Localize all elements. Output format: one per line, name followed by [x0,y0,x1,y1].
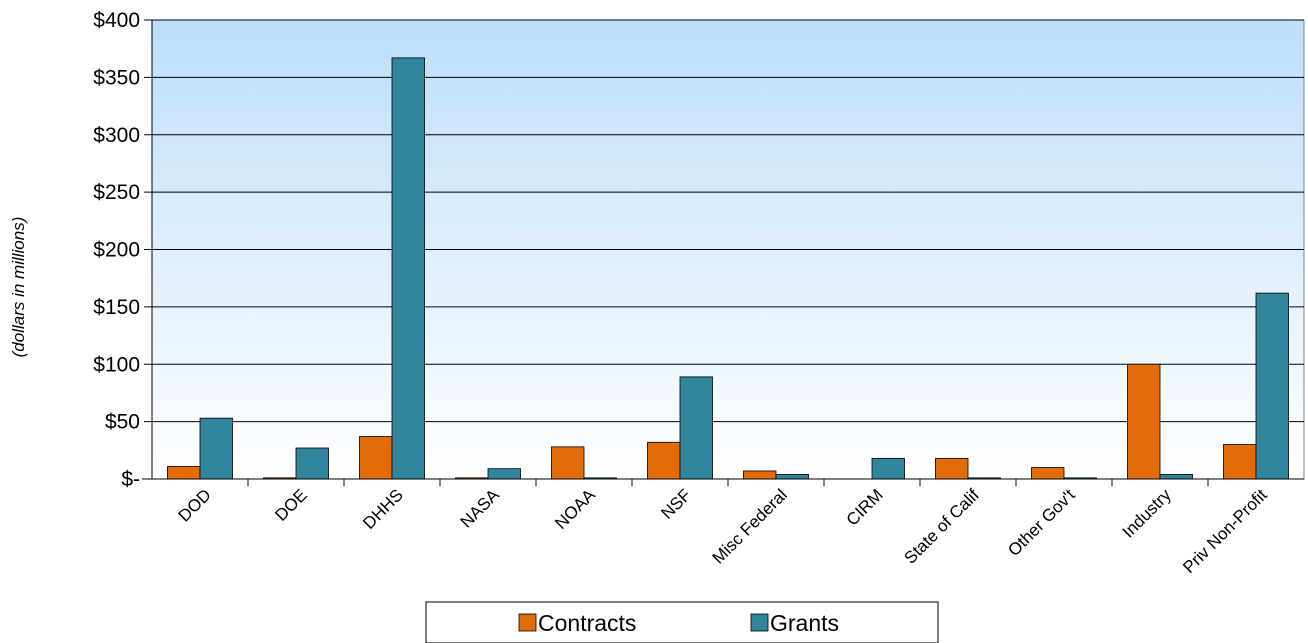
x-tick-label: CIRM [843,485,887,529]
y-tick-label: $200 [93,239,140,262]
bar-grants-dhhs [391,57,425,480]
bar-grants-industry [1159,474,1193,480]
bar-contracts-industry [1127,363,1161,480]
bar-contracts-priv-non-profit [1223,444,1257,480]
bars [167,57,1289,480]
x-tick-label: NOAA [551,485,599,533]
legend-label-grants: Grants [770,610,839,636]
x-tick-label: DOD [175,485,215,525]
bar-grants-nsf [679,376,713,480]
bar-grants-cirm [871,457,905,480]
x-tick-label: Priv Non-Profit [1179,485,1271,577]
bar-grants-dod [199,417,233,480]
y-tick-label: $400 [93,9,140,32]
legend-swatch-contracts [518,613,537,632]
x-tick-label: State of Calif [901,485,983,567]
x-axis-labels: DOD DOE DHHS NASA NOAA NSF Misc Federal CIRM Sta… [175,479,1271,577]
y-tick-label: $350 [93,66,140,89]
y-tick-label: $100 [93,353,140,376]
gridlines [152,19,1304,423]
legend-box [425,601,939,643]
x-tick-label: Industry [1119,485,1176,542]
bar-grants-misc-federal [775,474,809,480]
bar-contracts-nsf [647,441,681,480]
bar-contracts-misc-federal [743,470,777,480]
bar-contracts-noaa [551,446,585,480]
bar-contracts-other-gov-t [1031,467,1065,480]
x-tick-label: NASA [457,485,504,532]
bar-grants-priv-non-profit [1255,292,1289,480]
bar-grants-nasa [487,468,521,480]
y-tick-label: $250 [93,181,140,204]
y-tick-label: $- [121,468,140,491]
legend: Contracts Grants [425,601,939,643]
legend-label-contracts: Contracts [538,610,636,636]
y-tick-label: $300 [93,124,140,147]
y-tick-label: $50 [105,411,140,434]
y-axis-label: (dollars in millions) [9,217,28,358]
x-tick-label: DOE [271,485,310,524]
x-tick-label: DHHS [359,485,406,532]
legend-swatch-grants [750,613,769,632]
x-tick-label: Other Gov't [1004,485,1079,560]
bar-contracts-state-of-calif [935,457,969,480]
bar-grants-doe [295,447,329,480]
bar-contracts-dod [167,465,201,480]
x-tick-label: NSF [657,485,694,522]
y-axis-ticks: $- $50 $100 $150 $200 $250 $300 $350 $400 [93,9,152,491]
y-tick-label: $150 [93,296,140,319]
bar-contracts-dhhs [359,436,393,480]
x-tick-label: Misc Federal [709,485,791,567]
